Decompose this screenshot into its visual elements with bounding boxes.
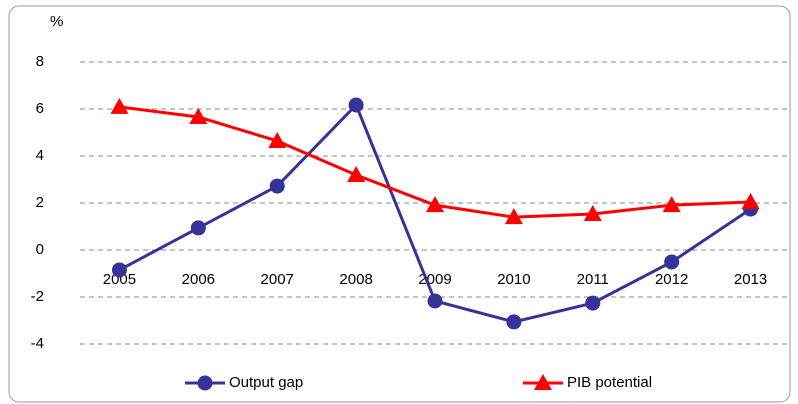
y-tick-label: 4 [36, 147, 44, 164]
y-tick-label: 6 [36, 100, 44, 117]
legend-marker [534, 374, 552, 390]
point [110, 97, 129, 114]
legend-marker [197, 375, 213, 391]
point [427, 293, 443, 309]
point [348, 97, 364, 113]
x-tick-label: 2008 [339, 271, 372, 288]
x-tick-label: 2012 [655, 271, 688, 288]
point [268, 131, 287, 148]
point [347, 166, 366, 183]
legend-label: PIB potential [567, 374, 652, 391]
x-tick-label: 2007 [261, 271, 294, 288]
x-tick-label: 2010 [497, 271, 530, 288]
y-tick-label: -4 [31, 335, 44, 352]
point [269, 178, 285, 194]
y-axis-label: % [50, 13, 63, 30]
x-tick-label: 2013 [734, 271, 767, 288]
y-tick-label: 2 [36, 194, 44, 211]
x-tick-label: 2005 [103, 271, 136, 288]
x-tick-label: 2011 [577, 271, 609, 288]
y-tick-label: -2 [31, 288, 44, 305]
point [585, 295, 601, 311]
x-tick-label: 2006 [182, 271, 215, 288]
point [664, 254, 680, 270]
y-tick-label: 0 [36, 241, 44, 258]
point [741, 193, 760, 210]
point [583, 205, 602, 222]
point [504, 208, 523, 225]
y-tick-label: 8 [36, 53, 44, 70]
point [506, 314, 522, 330]
point [662, 196, 681, 213]
point [111, 262, 127, 278]
point [426, 196, 444, 213]
point [189, 107, 208, 124]
point [190, 220, 206, 236]
legend-label: Output gap [229, 374, 303, 391]
